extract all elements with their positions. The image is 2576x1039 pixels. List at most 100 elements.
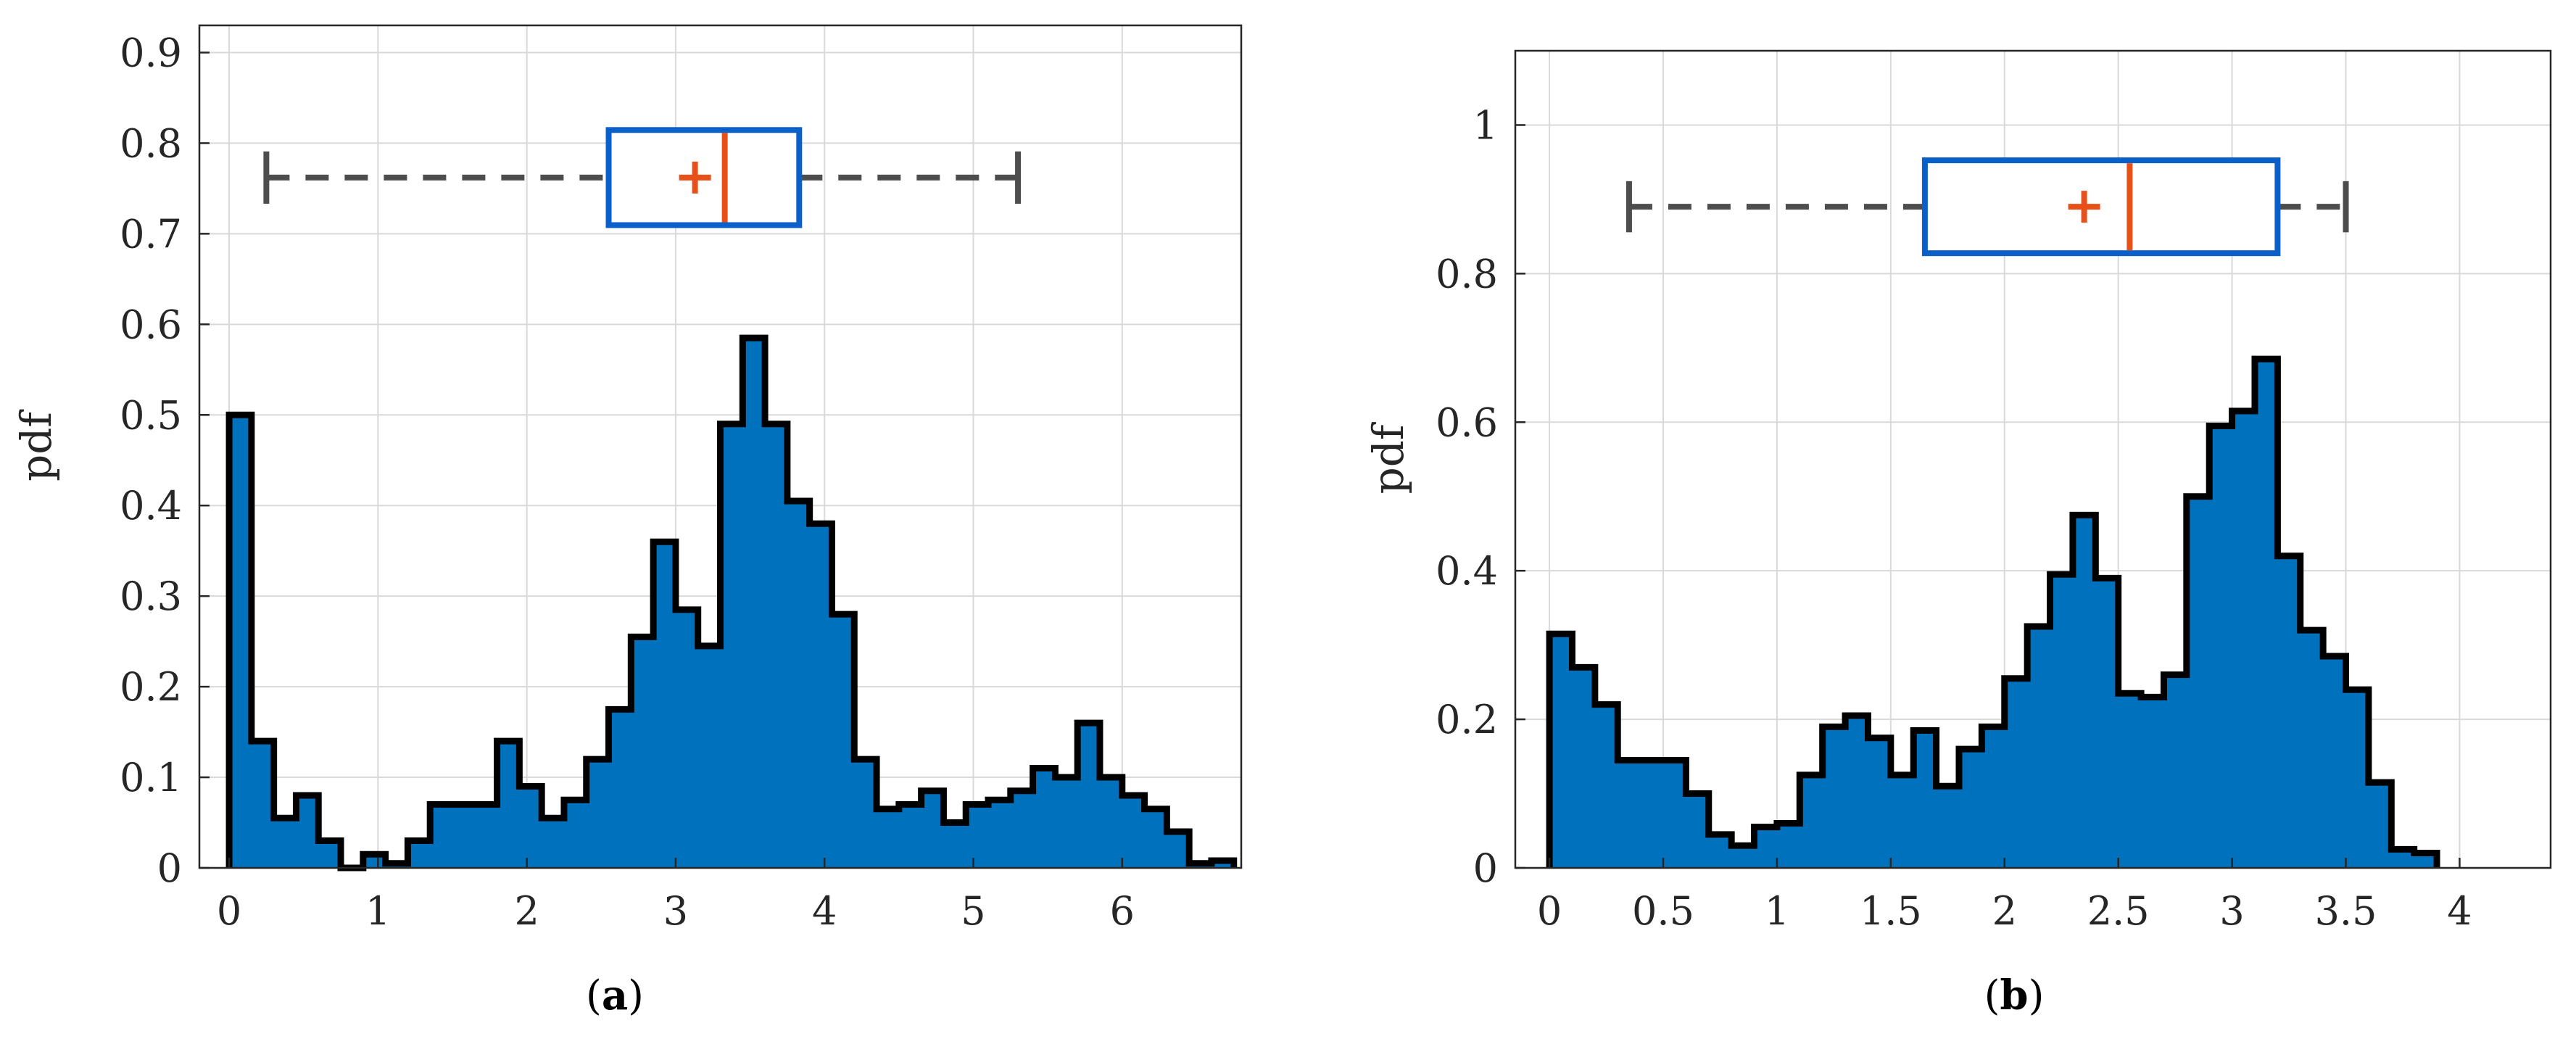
b-caption: (b): [1984, 972, 2045, 1019]
b-bar-28: [2186, 496, 2210, 868]
b-boxplot: [1625, 157, 2349, 257]
a-bar-31: [921, 790, 945, 868]
a-ytick-label-4: 0.4: [120, 483, 182, 529]
a-bar-9: [430, 804, 453, 868]
b-bar-18: [1959, 749, 1982, 868]
chart-a: 0 1 2 3 4 5 6 0 0.1 0.2 0.3 0.4 0.5 0.6 0.7 0.8 0.9 pdf (a…: [12, 24, 1243, 1019]
b-bar-19: [1981, 727, 2005, 868]
b-bar-11: [1800, 774, 1823, 868]
a-caption-close: ): [628, 972, 644, 1019]
a-grid: [199, 25, 1241, 869]
b-xtick-label-3: 1.5: [1860, 888, 1922, 934]
a-xtick-label-6: 6: [1110, 888, 1135, 934]
b-bar-3: [1618, 760, 1641, 868]
a-bar-44: [1211, 861, 1235, 868]
a-caption-open: (: [586, 972, 602, 1019]
b-bar-5: [1663, 760, 1686, 868]
a-xtick-label-5: 5: [961, 888, 985, 934]
a-ytick-label-5: 0.5: [120, 392, 182, 438]
b-bar-7: [1708, 834, 1732, 868]
b-histogram-outline: [1546, 355, 2440, 868]
b-bar-27: [2163, 674, 2187, 868]
a-ytick-label-7: 0.7: [120, 211, 182, 257]
b-bar-15: [1890, 774, 1914, 868]
a-ticks: 0 1 2 3 4 5 6 0 0.1 0.2 0.3 0.4 0.5 0.6 0.7 0.8 0.9: [120, 30, 1135, 934]
b-bar-1: [1572, 667, 1596, 868]
b-ytick-label-4: 0.8: [1436, 251, 1498, 297]
a-xtick-label-1: 1: [365, 888, 390, 934]
b-bar-12: [1822, 727, 1846, 868]
b-xtick-label-2: 1: [1765, 888, 1789, 934]
b-xtick-label-4: 2: [1992, 888, 2017, 934]
a-bar-0: [229, 415, 252, 868]
a-boxplot: [263, 127, 1022, 228]
b-bar-36: [2368, 782, 2392, 868]
b-ytick-label-5: 1: [1473, 102, 1498, 148]
a-bar-12: [497, 741, 520, 868]
a-bar-1: [251, 741, 275, 868]
a-bar-14: [542, 818, 565, 868]
b-caption-open: (: [1984, 972, 2000, 1019]
b-bar-13: [1845, 715, 1869, 868]
a-ytick-label-0: 0: [157, 845, 182, 891]
a-bar-15: [563, 800, 587, 868]
b-bar-6: [1686, 793, 1710, 868]
a-bar-30: [898, 804, 922, 868]
a-bar-41: [1144, 808, 1167, 868]
a-bar-23: [742, 338, 766, 868]
b-bar-30: [2232, 410, 2256, 868]
a-bar-6: [363, 854, 386, 868]
a-bar-32: [943, 822, 966, 868]
b-bar-34: [2323, 656, 2347, 868]
b-bars: [1549, 359, 2438, 868]
a-bar-18: [631, 637, 654, 868]
b-xtick-label-7: 3.5: [2315, 888, 2377, 934]
b-bar-21: [2027, 626, 2051, 868]
a-bar-11: [474, 804, 498, 868]
a-caption: (a): [586, 972, 644, 1019]
a-bar-29: [877, 808, 900, 868]
b-ytick-label-0: 0: [1473, 845, 1498, 891]
b-xtick-label-5: 2.5: [2087, 888, 2150, 934]
b-ytick-label-2: 0.4: [1436, 548, 1498, 594]
a-bar-13: [519, 786, 542, 868]
a-bar-21: [697, 645, 721, 868]
a-bar-35: [1010, 790, 1034, 868]
b-bar-14: [1868, 737, 1892, 868]
a-axes-frame: [198, 24, 1243, 869]
a-bar-20: [675, 609, 699, 868]
b-bar-38: [2414, 853, 2438, 868]
a-histogram-outline: [225, 334, 1238, 872]
a-bar-10: [452, 804, 476, 868]
a-bar-27: [832, 614, 855, 868]
a-bar-24: [765, 423, 788, 868]
a-bar-26: [809, 523, 833, 868]
a-caption-letter: a: [602, 972, 628, 1019]
b-bar-29: [2209, 426, 2233, 868]
b-bar-16: [1913, 730, 1937, 868]
b-bar-24: [2095, 578, 2119, 868]
b-bar-35: [2345, 690, 2369, 868]
b-bar-22: [2050, 574, 2074, 868]
b-ytick-label-1: 0.2: [1436, 697, 1498, 742]
b-xtick-label-6: 3: [2219, 888, 2244, 934]
a-bar-2: [273, 818, 297, 868]
a-bar-22: [720, 423, 743, 868]
b-bar-20: [2004, 678, 2028, 868]
b-bar-2: [1594, 704, 1618, 868]
b-bar-25: [2118, 693, 2142, 868]
b-ytick-label-3: 0.6: [1436, 400, 1498, 445]
b-xtick-label-1: 0.5: [1632, 888, 1694, 934]
a-bar-33: [966, 804, 989, 868]
a-bar-16: [586, 759, 610, 868]
a-xtick-label-2: 2: [514, 888, 539, 934]
a-xtick-label-0: 0: [217, 888, 241, 934]
b-bar-23: [2072, 515, 2096, 868]
a-ytick-label-9: 0.9: [120, 30, 182, 75]
b-bar-4: [1640, 760, 1664, 868]
a-bar-4: [318, 840, 341, 868]
a-ytick-label-6: 0.6: [120, 302, 182, 347]
b-ticks: 0 0.5 1 1.5 2 2.5 3 3.5 4 0 0.2 0.4 0.6 0.8 1: [1436, 102, 2472, 934]
a-xtick-label-3: 3: [663, 888, 688, 934]
